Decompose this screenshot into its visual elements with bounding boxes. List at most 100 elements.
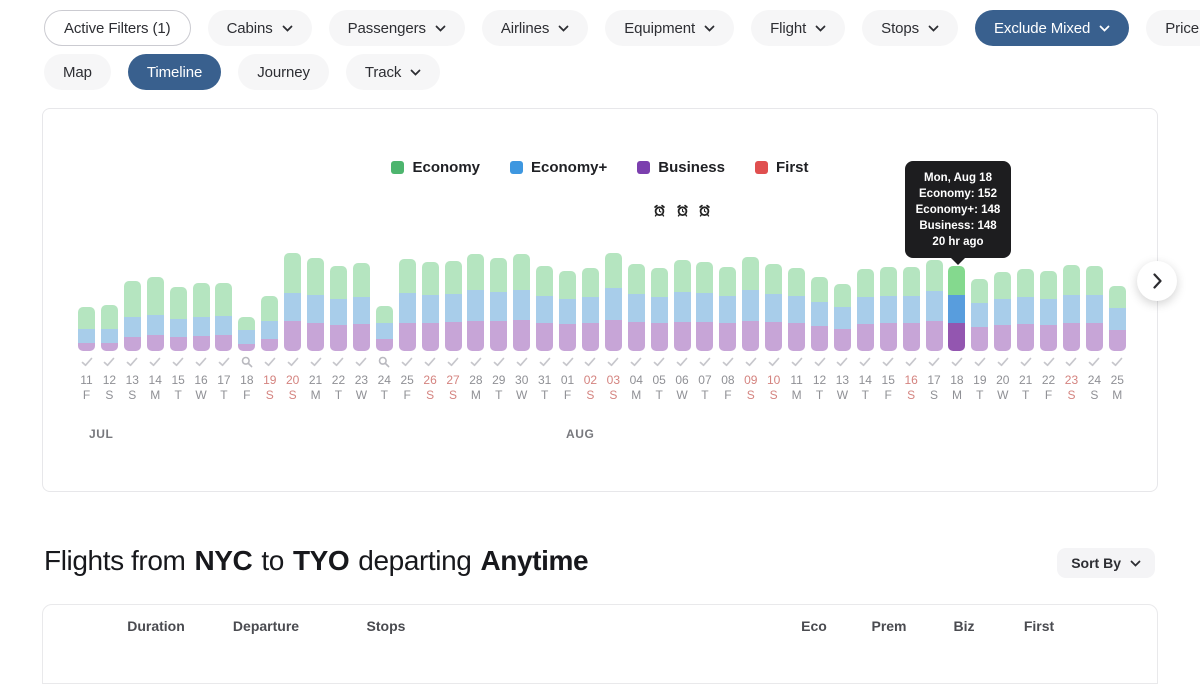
stacked-bar — [1017, 269, 1035, 351]
day-column-aug-21[interactable]: 21 T — [1016, 221, 1035, 402]
day-column-jul-30[interactable]: 30 W — [512, 221, 531, 402]
day-column-aug-09[interactable]: 09 S — [741, 221, 760, 402]
day-column-jul-15[interactable]: 15 T — [169, 221, 188, 402]
page-title: Flights from NYC to TYO departing Anytime — [44, 545, 589, 576]
check-icon — [585, 357, 596, 366]
date-number: 14 — [148, 373, 162, 387]
day-column-jul-17[interactable]: 17 T — [214, 221, 233, 402]
day-column-jul-18[interactable]: 18 F — [237, 221, 256, 402]
day-column-jul-22[interactable]: 22 T — [329, 221, 348, 402]
day-column-jul-29[interactable]: 29 T — [489, 221, 508, 402]
day-column-aug-24[interactable]: 24 S — [1085, 221, 1104, 402]
filter-airlines[interactable]: Airlines — [481, 10, 589, 46]
day-column-aug-17[interactable]: 17 S — [925, 221, 944, 402]
bar-zone — [261, 221, 279, 351]
date-number: 29 — [492, 373, 506, 387]
legend-item-economy[interactable]: Economy — [391, 159, 480, 176]
day-column-aug-19[interactable]: 19 T — [970, 221, 989, 402]
day-column-aug-16[interactable]: 16 S — [902, 221, 921, 402]
economy-segment — [1017, 269, 1035, 297]
check-status — [424, 354, 436, 369]
day-column-jul-26[interactable]: 26 S — [421, 221, 440, 402]
day-column-aug-18[interactable]: 18 M — [947, 221, 966, 402]
day-column-jul-31[interactable]: 31 T — [535, 221, 554, 402]
economy-segment — [696, 262, 714, 293]
day-column-aug-13[interactable]: 13 W — [833, 221, 852, 402]
next-page-button[interactable] — [1137, 261, 1177, 301]
stacked-bar — [375, 306, 393, 351]
tab-map[interactable]: Map — [44, 54, 111, 90]
day-column-aug-07[interactable]: 07 T — [695, 204, 714, 402]
date-number: 13 — [125, 373, 139, 387]
day-column-jul-13[interactable]: 13 S — [123, 221, 142, 402]
column-header-stops: Stops — [366, 618, 406, 634]
day-column-jul-24[interactable]: 24 T — [375, 221, 394, 402]
tooltip-date: Mon, Aug 18 — [924, 172, 992, 184]
day-column-jul-19[interactable]: 19 S — [260, 221, 279, 402]
day-column-aug-15[interactable]: 15 F — [879, 221, 898, 402]
day-column-jul-14[interactable]: 14 M — [146, 221, 165, 402]
day-column-jul-16[interactable]: 16 W — [192, 221, 211, 402]
sort-by-button[interactable]: Sort By — [1057, 548, 1155, 578]
day-column-aug-14[interactable]: 14 T — [856, 221, 875, 402]
legend-item-first[interactable]: First — [754, 159, 809, 176]
filter-flight[interactable]: Flight — [751, 10, 846, 46]
day-column-aug-04[interactable]: 04 M — [627, 221, 646, 402]
tab-timeline[interactable]: Timeline — [127, 54, 222, 90]
filter-exclude-mixed[interactable]: Exclude Mixed — [975, 10, 1130, 46]
business-segment — [765, 322, 783, 351]
legend-item-business[interactable]: Business — [637, 159, 725, 176]
day-column-jul-23[interactable]: 23 W — [352, 221, 371, 402]
day-column-aug-08[interactable]: 08 F — [718, 221, 737, 402]
day-column-aug-02[interactable]: 02 S — [581, 221, 600, 402]
stacked-bar — [650, 268, 668, 351]
day-column-aug-06[interactable]: 06 W — [673, 204, 692, 402]
day-of-week: T — [861, 388, 869, 402]
check-status — [310, 354, 322, 369]
bar-zone — [811, 221, 828, 351]
day-column-jul-25[interactable]: 25 F — [398, 221, 417, 402]
economy-plus-segment — [879, 296, 897, 323]
day-column-aug-01[interactable]: 01 F — [558, 221, 577, 402]
column-header-eco: Eco — [801, 618, 827, 634]
day-of-week: T — [380, 388, 388, 402]
filter-price[interactable]: Price — [1146, 10, 1200, 46]
economy-plus-segment — [650, 297, 668, 323]
day-column-jul-20[interactable]: 20 S — [283, 221, 302, 402]
stacked-bar — [329, 266, 347, 351]
day-column-jul-12[interactable]: 12 S — [100, 221, 119, 402]
economy-segment — [146, 277, 164, 315]
day-column-aug-25[interactable]: 25 M — [1108, 221, 1127, 402]
date-number: 24 — [377, 373, 391, 387]
day-column-aug-11[interactable]: 11 M — [787, 221, 806, 402]
day-column-aug-23[interactable]: 23 S — [1062, 221, 1081, 402]
day-column-jul-11[interactable]: 11 F — [77, 221, 96, 402]
day-column-aug-10[interactable]: 10 S — [764, 221, 783, 402]
stacked-bar — [1108, 286, 1126, 351]
legend-item-economy-plus[interactable]: Economy+ — [510, 159, 607, 176]
day-of-week: M — [631, 388, 642, 402]
tab-journey[interactable]: Journey — [238, 54, 329, 90]
check-icon — [310, 357, 321, 366]
economy-segment — [169, 287, 187, 319]
day-column-jul-21[interactable]: 21 M — [306, 221, 325, 402]
day-column-aug-22[interactable]: 22 F — [1039, 221, 1058, 402]
day-column-aug-03[interactable]: 03 S — [604, 221, 623, 402]
filter-passengers[interactable]: Passengers — [328, 10, 465, 46]
active-filters-button[interactable]: Active Filters (1) — [44, 10, 191, 46]
day-column-jul-27[interactable]: 27 S — [444, 221, 463, 402]
filter-stops[interactable]: Stops — [862, 10, 959, 46]
day-of-week: M — [470, 388, 481, 402]
economy-plus-segment — [398, 293, 416, 323]
business-segment — [559, 324, 577, 351]
day-column-aug-05[interactable]: 05 T — [650, 204, 669, 402]
day-column-jul-28[interactable]: 28 M — [466, 221, 485, 402]
day-column-aug-12[interactable]: 12 T — [810, 221, 829, 402]
day-of-week: F — [243, 388, 251, 402]
day-column-aug-20[interactable]: 20 W — [993, 221, 1012, 402]
tab-track[interactable]: Track — [345, 54, 441, 90]
economy-plus-swatch — [510, 161, 523, 174]
day-of-week: F — [1044, 388, 1053, 402]
filter-equipment[interactable]: Equipment — [605, 10, 735, 46]
filter-cabins[interactable]: Cabins — [207, 10, 312, 46]
